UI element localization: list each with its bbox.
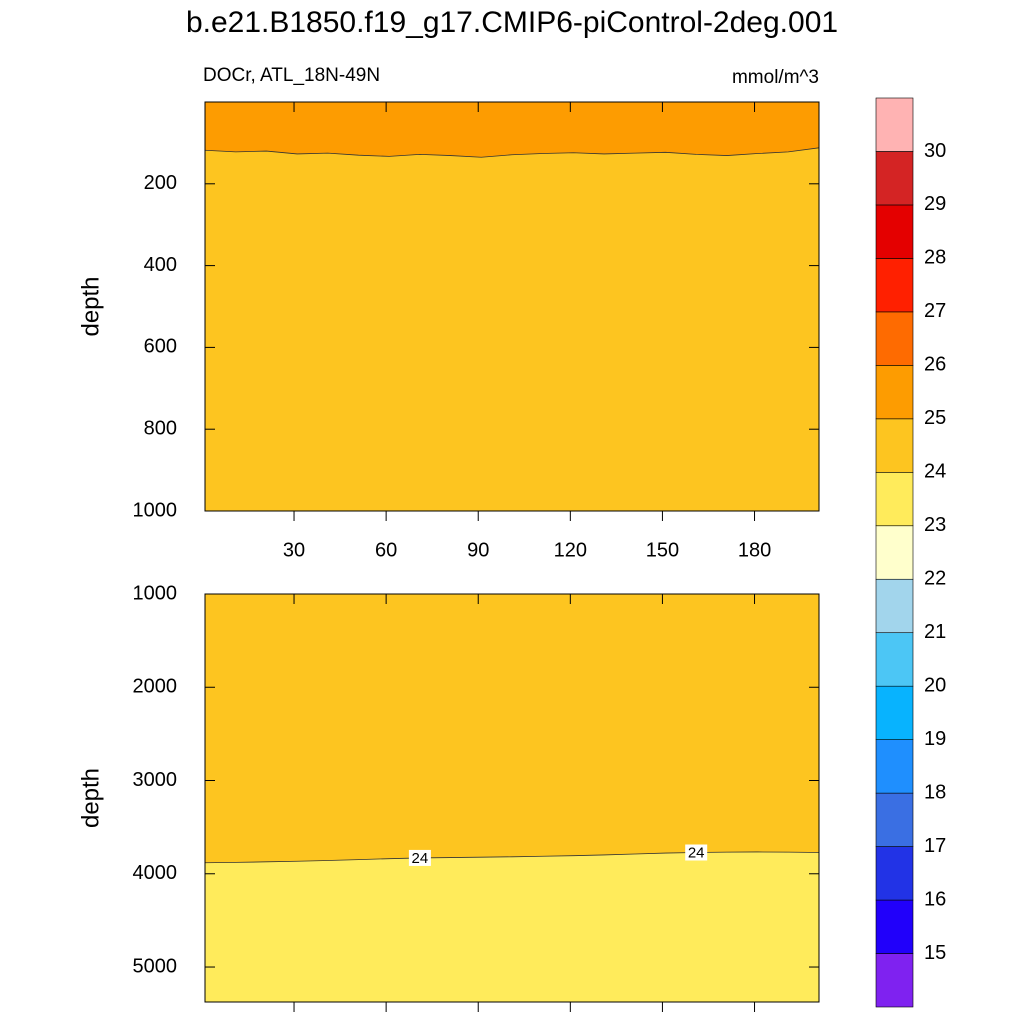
- colorbar-label: 30: [924, 140, 946, 162]
- colorbar-box: [875, 525, 914, 580]
- colorbar-box: [875, 899, 914, 954]
- x-tick-label: 60: [375, 539, 397, 561]
- y-axis-label: depth: [77, 276, 104, 336]
- colorbar-box: [875, 471, 914, 527]
- contour-fill-upper: [205, 594, 819, 863]
- y-tick-label: 3000: [133, 769, 178, 791]
- x-tick-label: 120: [554, 539, 587, 561]
- colorbar-box: [875, 953, 914, 1008]
- colorbar-label: 22: [924, 568, 946, 590]
- colorbar-box: [875, 685, 914, 740]
- colorbar-label: 15: [924, 942, 946, 964]
- y-tick-label: 1000: [133, 499, 178, 521]
- y-tick-label: 1000: [133, 582, 178, 604]
- contour-label-bg: [685, 844, 708, 861]
- colorbar-label: 20: [924, 674, 946, 696]
- colorbar-box: [875, 739, 914, 794]
- colorbar-label: 24: [924, 461, 946, 483]
- colorbar-label: 16: [924, 888, 946, 910]
- y-tick-label: 400: [144, 254, 177, 276]
- colorbar-box: [875, 578, 914, 634]
- x-tick-label: 90: [467, 539, 489, 561]
- colorbar-box: [875, 151, 914, 206]
- plot-frame: [204, 101, 820, 512]
- contour-label: 24: [688, 844, 705, 861]
- colorbar-label: 25: [924, 407, 946, 429]
- x-tick-label: 150: [646, 539, 679, 561]
- subtitle-right: mmol/m^3: [732, 67, 819, 88]
- y-tick-label: 4000: [133, 862, 178, 884]
- colorbar-box: [875, 632, 914, 687]
- y-axis-label: depth: [77, 768, 104, 828]
- chart-title: b.e21.B1850.f19_g17.CMIP6-piControl-2deg…: [186, 6, 838, 39]
- colorbar-box: [875, 204, 914, 259]
- y-tick-label: 800: [144, 417, 177, 439]
- colorbar-label: 29: [924, 193, 946, 215]
- contour-label: 24: [412, 850, 429, 867]
- y-tick-label: 2000: [133, 676, 178, 698]
- y-tick-label: 5000: [133, 955, 178, 977]
- y-tick-label: 200: [144, 172, 177, 194]
- y-tick-label: 600: [144, 336, 177, 358]
- colorbar-box: [875, 846, 914, 901]
- contour-label-bg: [408, 849, 431, 866]
- contour-line: [204, 147, 820, 158]
- colorbar-box: [875, 418, 914, 473]
- contour-line: [204, 851, 820, 864]
- colorbar-box: [875, 365, 914, 420]
- colorbar-label: 26: [924, 354, 946, 376]
- plot-frame: [204, 593, 820, 1003]
- colorbar-box: [875, 97, 914, 152]
- colorbar-box: [875, 792, 914, 847]
- x-tick-label: 30: [283, 539, 305, 561]
- colorbar-label: 28: [924, 247, 946, 269]
- colorbar-label: 27: [924, 300, 946, 322]
- colorbar-label: 17: [924, 835, 946, 857]
- contour-fill-lower: [205, 147, 819, 512]
- colorbar-box: [875, 258, 914, 313]
- colorbar-label: 19: [924, 728, 946, 750]
- contour-fill-upper: [205, 102, 819, 158]
- colorbar-box: [875, 311, 914, 366]
- contour-fill-lower: [205, 851, 819, 1002]
- colorbar-label: 21: [924, 621, 946, 643]
- x-tick-label: 180: [738, 539, 771, 561]
- colorbar-label: 18: [924, 781, 946, 803]
- colorbar-label: 23: [924, 514, 946, 536]
- subtitle-left: DOCr, ATL_18N-49N: [203, 65, 380, 86]
